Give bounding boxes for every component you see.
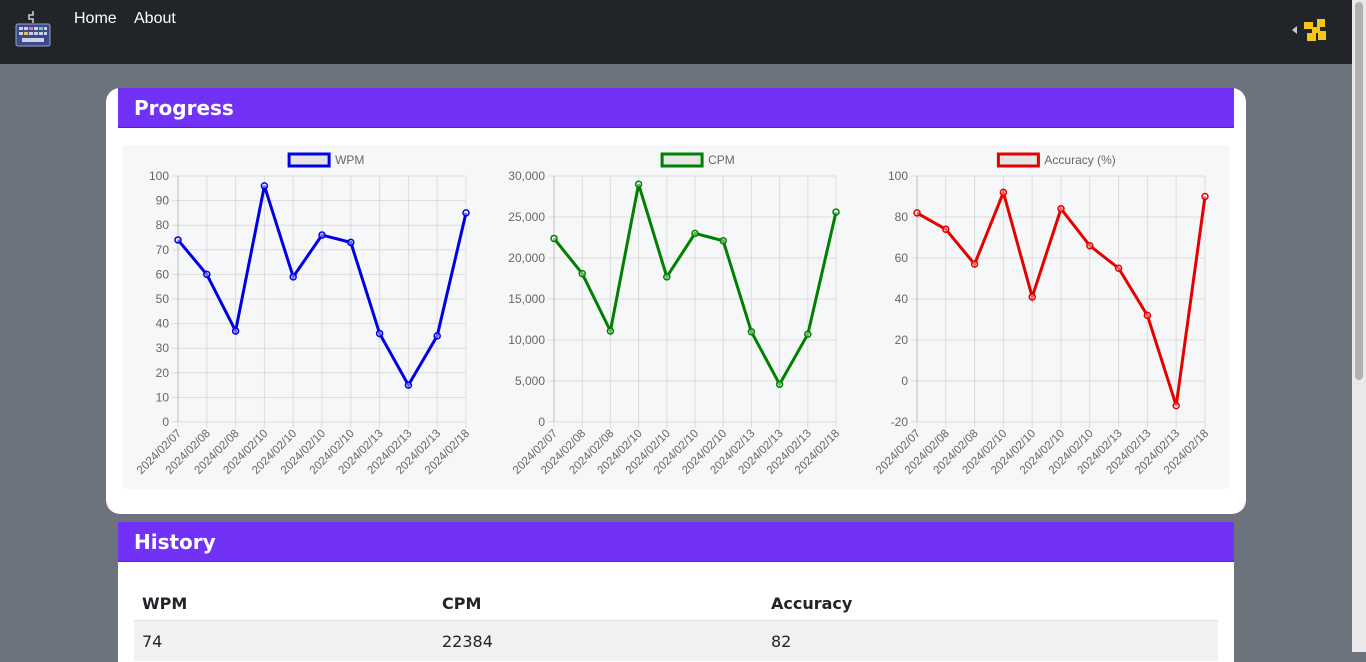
y-tick-label: 60 [156,267,170,281]
data-point[interactable] [1028,293,1036,301]
legend[interactable]: CPM [660,152,735,168]
y-tick-label: 20 [156,366,170,380]
nav-about-link[interactable]: About [134,10,176,27]
history-table: WPM CPM Accuracy 74 22384 82 [134,586,1218,661]
series-line [176,185,468,389]
data-point[interactable] [462,209,470,217]
series-line [552,183,838,388]
y-tick-label: 15,000 [508,292,545,306]
data-point[interactable] [174,236,182,244]
keyboard-logo-icon[interactable] [15,10,51,48]
cell-accuracy: 82 [763,620,1218,661]
y-tick-label: 10 [156,390,170,404]
cell-wpm: 74 [134,620,434,661]
progress-card: Progress WPM 0 10 20 30 40 50 60 70 80 90 100 2024/0… [106,88,1246,514]
data-point[interactable] [1172,401,1180,410]
y-tick-label: 20 [895,333,909,347]
y-tick-label: 0 [901,374,908,388]
data-point[interactable] [433,332,441,340]
data-point[interactable] [1201,192,1209,201]
history-header: History [118,522,1234,562]
legend-label: CPM [708,153,735,167]
y-tick-label: 30 [156,341,170,355]
y-tick-label: 50 [156,292,170,306]
data-point[interactable] [203,270,211,279]
column-header-wpm: WPM [134,586,434,621]
y-tick-label: 20,000 [508,251,545,265]
cpm-chart: CPM05,00010,00015,00020,00025,00030,0002… [508,152,842,477]
data-point[interactable] [1143,311,1152,320]
scrollbar-thumb[interactable] [1355,2,1363,380]
data-point[interactable] [719,237,727,245]
y-tick-label: 80 [895,210,909,224]
history-header-row: WPM CPM Accuracy [134,586,1218,621]
github-sponsor-icon[interactable] [1292,19,1338,43]
history-card: History WPM CPM Accuracy 74 22384 82 [118,522,1234,662]
data-point[interactable] [347,238,355,247]
y-tick-label: 60 [895,251,909,265]
data-point[interactable] [318,231,326,239]
y-tick-label: 100 [149,169,169,183]
y-tick-label: 30,000 [508,169,545,183]
data-point[interactable] [1114,264,1123,272]
data-point[interactable] [1057,205,1065,213]
table-row: 74 22384 82 [134,620,1218,661]
y-tick-label: 0 [538,415,545,429]
navbar: Home About [0,0,1352,64]
data-point[interactable] [970,260,979,268]
accuracy-chart: Accuracy (%)-200204060801002024/02/07202… [874,152,1211,477]
legend-label: WPM [335,153,364,167]
wpm-chart: WPM01020304050607080901002024/02/072024/… [135,152,472,477]
column-header-accuracy: Accuracy [763,586,1218,621]
y-tick-label: -20 [891,415,909,429]
data-point[interactable] [606,327,615,335]
y-tick-label: 90 [156,194,170,208]
progress-header: Progress [118,88,1234,128]
data-point[interactable] [942,225,950,234]
y-tick-label: 10,000 [508,333,545,347]
y-tick-label: 100 [888,169,908,183]
data-point[interactable] [578,269,586,278]
y-tick-label: 40 [895,292,909,306]
data-point[interactable] [999,188,1008,197]
data-point[interactable] [691,229,699,238]
series-line [916,187,1207,407]
y-tick-label: 80 [156,218,170,232]
legend[interactable]: Accuracy (%) [996,152,1116,168]
legend[interactable]: WPM [287,152,364,168]
legend-swatch [996,152,1040,168]
data-point[interactable] [832,208,840,216]
data-point[interactable] [260,182,269,190]
y-tick-label: 40 [156,317,170,331]
y-tick-label: 0 [162,415,169,429]
data-point[interactable] [747,328,756,336]
data-point[interactable] [775,380,784,389]
cell-cpm: 22384 [434,620,763,661]
data-point[interactable] [1086,241,1094,250]
data-point[interactable] [289,273,297,281]
data-point[interactable] [375,329,384,338]
legend-swatch [287,152,331,168]
y-tick-label: 70 [156,243,170,257]
legend-label: Accuracy (%) [1044,153,1115,167]
y-tick-label: 25,000 [508,210,545,224]
legend-swatch [660,152,704,168]
nav-home-link[interactable]: Home [74,10,117,27]
charts-container: WPM 0 10 20 30 40 50 60 70 80 90 100 2024/02/07 2024/… [122,145,1230,489]
data-point[interactable] [913,209,921,217]
data-point[interactable] [550,234,558,243]
data-point[interactable] [804,330,812,339]
column-header-cpm: CPM [434,586,763,621]
y-tick-label: 5,000 [515,374,545,388]
data-point[interactable] [634,180,643,188]
page-scrollbar[interactable] [1352,0,1366,652]
data-point[interactable] [404,381,413,389]
data-point[interactable] [231,327,240,335]
data-point[interactable] [663,273,671,281]
